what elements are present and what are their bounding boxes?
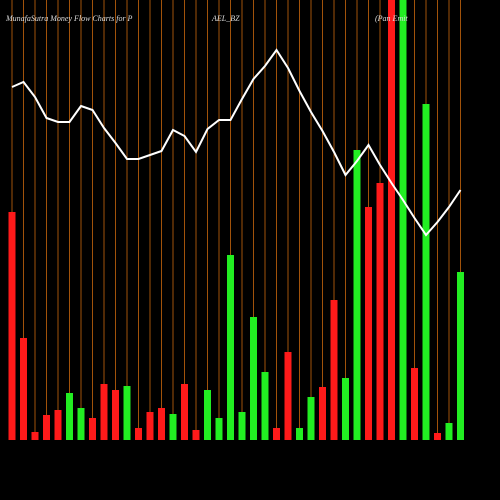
bar xyxy=(457,272,464,440)
bar xyxy=(204,390,211,440)
bar xyxy=(112,390,119,440)
bar xyxy=(422,104,430,440)
chart-title: MunafaSutra Money Flow Charts for P xyxy=(5,14,133,23)
line-layer xyxy=(11,48,462,237)
bar xyxy=(43,415,50,440)
bar xyxy=(399,0,407,440)
bar xyxy=(54,410,62,440)
bar xyxy=(31,432,39,440)
bar xyxy=(296,428,303,440)
bar xyxy=(89,418,96,440)
bar xyxy=(192,430,200,440)
bar xyxy=(411,368,418,440)
bars xyxy=(8,0,464,440)
bar xyxy=(77,408,85,440)
bar xyxy=(146,412,154,440)
bar xyxy=(135,428,142,440)
bar xyxy=(158,408,165,440)
bar xyxy=(434,433,441,440)
bar xyxy=(123,386,131,440)
bar xyxy=(8,212,16,440)
bar xyxy=(66,393,73,440)
bar xyxy=(365,207,372,440)
bar xyxy=(181,384,188,440)
bar xyxy=(342,378,349,440)
bar xyxy=(330,300,338,440)
bar xyxy=(319,387,326,440)
chart-title: AEL_BZ xyxy=(211,14,240,23)
bar xyxy=(445,423,453,440)
bar xyxy=(388,0,395,440)
bar xyxy=(20,338,27,440)
bar xyxy=(169,414,177,440)
bar xyxy=(100,384,108,440)
bar xyxy=(261,372,269,440)
bar xyxy=(307,397,315,440)
bar xyxy=(227,255,234,440)
bar xyxy=(284,352,292,440)
money-flow-line xyxy=(11,48,462,237)
bar xyxy=(238,412,246,440)
bar xyxy=(250,317,257,440)
bar xyxy=(376,183,384,440)
bar xyxy=(353,150,361,440)
bar xyxy=(215,418,223,440)
bar xyxy=(273,428,280,440)
chart-title: (Pan Emit xyxy=(375,14,408,23)
